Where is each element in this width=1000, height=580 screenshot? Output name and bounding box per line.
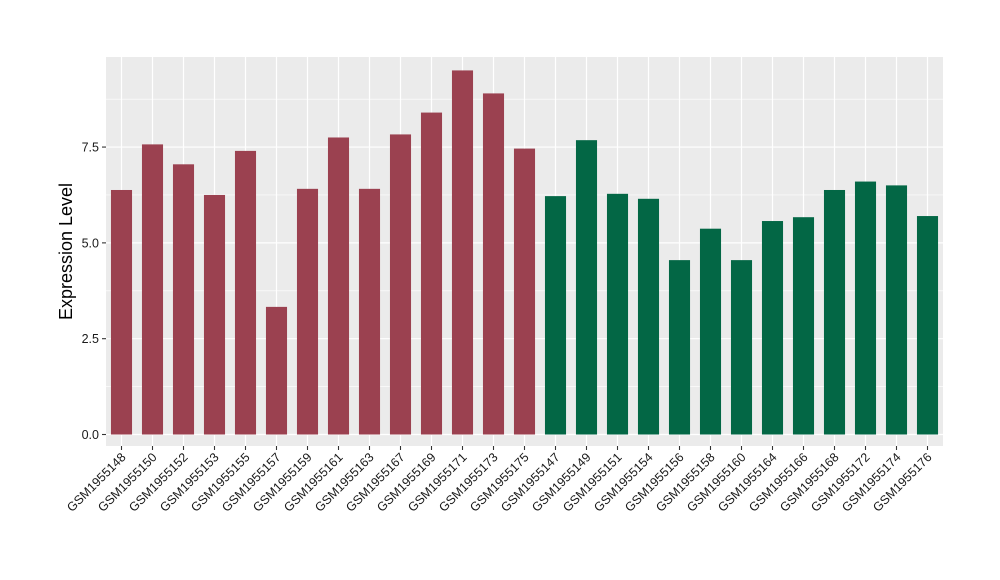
y-tick-label: 0.0 (82, 428, 99, 442)
bar-GSM1955159 (296, 188, 319, 435)
bar-GSM1955171 (451, 70, 474, 435)
bar-GSM1955148 (110, 189, 133, 435)
y-axis: 0.0 2.5 5.0 7.5 (82, 141, 106, 442)
bar-GSM1955163 (358, 188, 381, 435)
bar-GSM1955164 (761, 221, 784, 435)
bar-GSM1955153 (203, 194, 226, 435)
bar-GSM1955150 (141, 144, 164, 435)
bar-GSM1955149 (575, 140, 598, 435)
bars (110, 70, 939, 435)
bar-GSM1955156 (668, 260, 691, 435)
bar-GSM1955167 (389, 134, 412, 435)
bar-GSM1955176 (916, 216, 939, 435)
bar-GSM1955173 (482, 93, 505, 435)
bar-GSM1955169 (420, 112, 443, 435)
bar-GSM1955161 (327, 137, 350, 435)
y-tick-label: 5.0 (82, 236, 99, 250)
bar-GSM1955154 (637, 198, 660, 435)
bar-GSM1955168 (823, 189, 846, 435)
y-tick-label: 2.5 (82, 332, 99, 346)
bar-GSM1955172 (854, 181, 877, 435)
bar-GSM1955157 (265, 306, 288, 435)
x-axis: GSM1955148GSM1955150GSM1955152GSM1955153… (64, 446, 935, 515)
bar-GSM1955174 (885, 185, 908, 435)
bar-GSM1955152 (172, 164, 195, 435)
bar-GSM1955166 (792, 217, 815, 435)
y-tick-label: 7.5 (82, 141, 99, 155)
bar-GSM1955155 (234, 150, 257, 435)
y-axis-title: Expression Level (56, 183, 76, 320)
bar-GSM1955160 (730, 260, 753, 435)
bar-GSM1955147 (544, 196, 567, 435)
bar-GSM1955175 (513, 148, 536, 435)
bar-GSM1955158 (699, 228, 722, 435)
bar-GSM1955151 (606, 193, 629, 435)
